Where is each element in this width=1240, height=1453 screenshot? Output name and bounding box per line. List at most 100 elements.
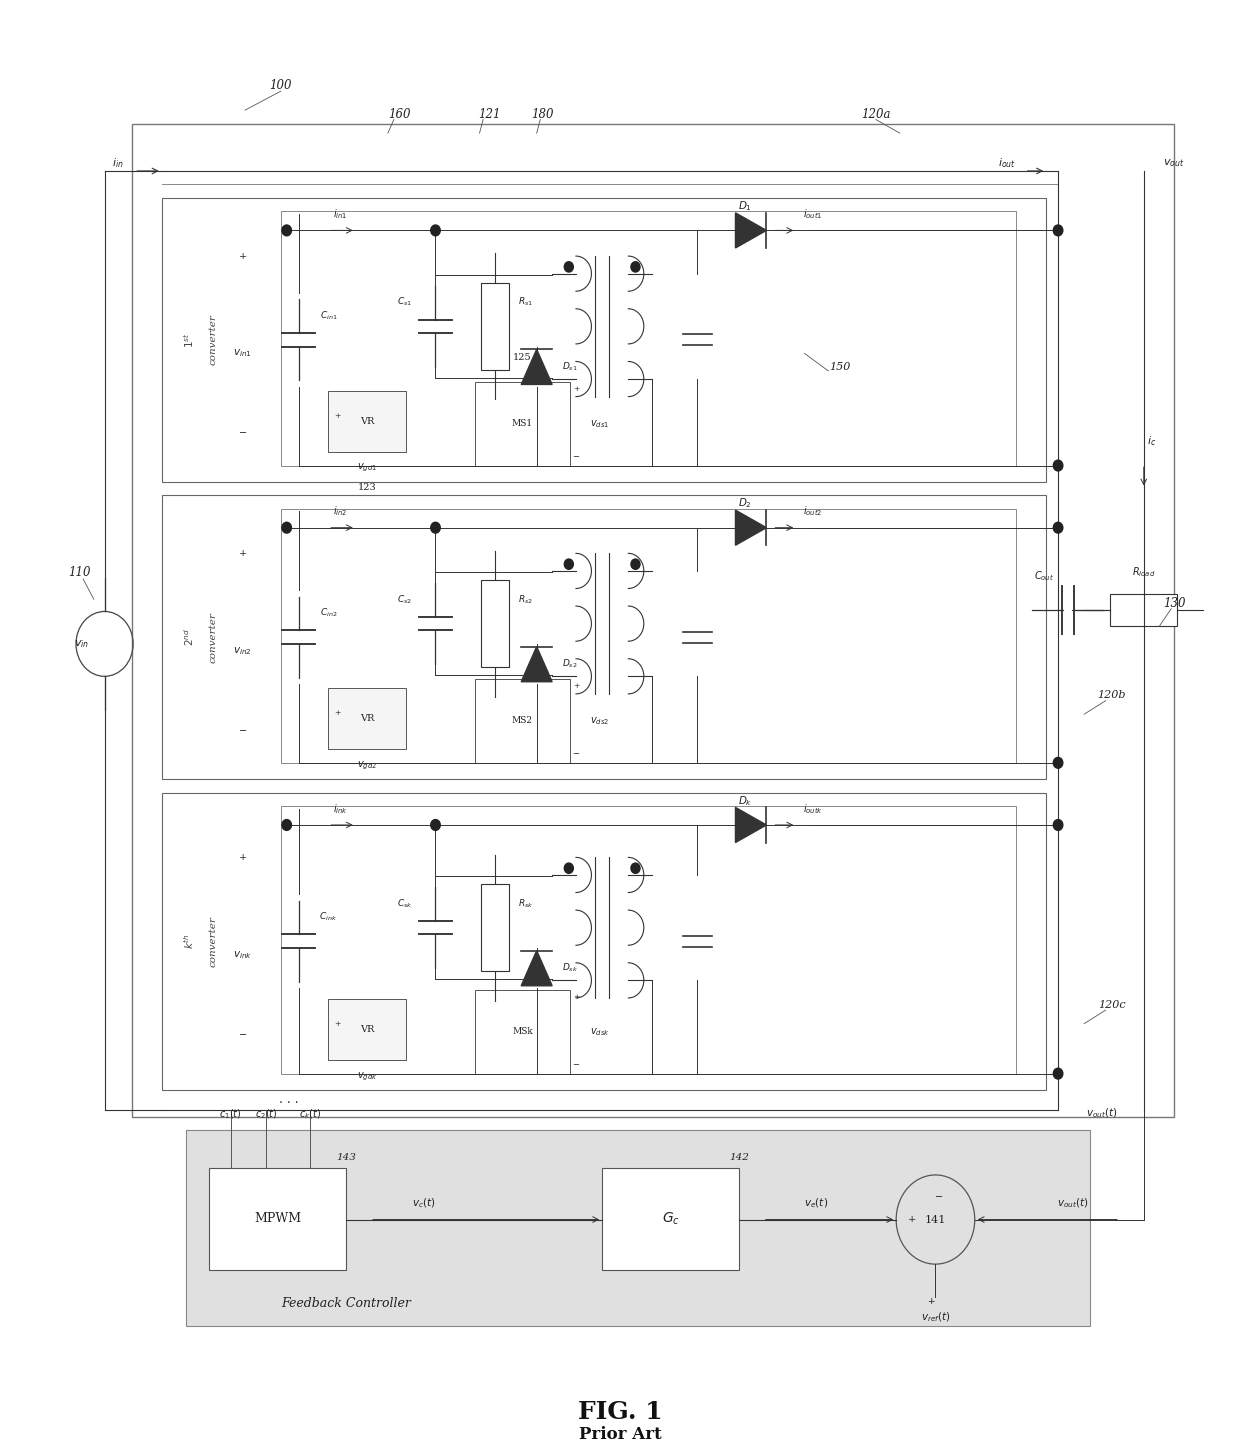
Text: $v_{in1}$: $v_{in1}$ (233, 347, 252, 359)
Circle shape (1053, 1068, 1063, 1080)
Bar (475, 989, 570, 1074)
Text: VR: VR (360, 715, 374, 724)
Text: +: + (908, 1215, 916, 1223)
Text: $i_{out}$: $i_{out}$ (998, 155, 1016, 170)
Text: converter: converter (208, 612, 217, 663)
Circle shape (430, 522, 440, 533)
Text: 120a: 120a (862, 108, 890, 121)
Bar (481, 283, 510, 369)
Polygon shape (735, 808, 766, 843)
Text: $G_c$: $G_c$ (662, 1210, 680, 1228)
Bar (131, 124, 1173, 1117)
Text: $C_{sk}$: $C_{sk}$ (397, 897, 412, 910)
Circle shape (564, 262, 573, 272)
Bar (1111, 594, 1177, 626)
Text: $C_{ink}$: $C_{ink}$ (320, 911, 337, 923)
Bar (481, 885, 510, 971)
Text: VR: VR (360, 417, 374, 426)
Text: $v_e(t)$: $v_e(t)$ (805, 1196, 828, 1210)
Text: VR: VR (360, 1026, 374, 1035)
Polygon shape (735, 212, 766, 248)
Text: Prior Art: Prior Art (579, 1425, 661, 1443)
Text: $i_{out1}$: $i_{out1}$ (804, 208, 822, 221)
Text: MS2: MS2 (512, 716, 533, 725)
Text: +: + (335, 709, 341, 716)
Text: MPWM: MPWM (254, 1212, 301, 1225)
Text: +: + (335, 1020, 341, 1027)
Text: +: + (238, 853, 247, 862)
Text: +: + (335, 411, 341, 420)
Text: $v_{out}(t)$: $v_{out}(t)$ (1056, 1196, 1089, 1210)
Circle shape (281, 522, 291, 533)
Circle shape (1053, 461, 1063, 471)
Text: $D_{sk}$: $D_{sk}$ (562, 962, 578, 975)
Text: 120b: 120b (1097, 690, 1126, 700)
Bar (161, 792, 1047, 1090)
Text: $v_{out}(t)$: $v_{out}(t)$ (1086, 1106, 1118, 1120)
Text: $c_2(t)$: $c_2(t)$ (255, 1107, 278, 1120)
Bar (280, 509, 1017, 763)
Text: $i_{out2}$: $i_{out2}$ (804, 504, 822, 519)
Text: $i_{outk}$: $i_{outk}$ (802, 802, 823, 815)
Bar (329, 391, 405, 452)
Circle shape (1053, 522, 1063, 533)
Text: 121: 121 (477, 108, 500, 121)
Text: $v_{ink}$: $v_{ink}$ (233, 949, 252, 960)
Text: $v_c(t)$: $v_c(t)$ (412, 1196, 435, 1210)
Circle shape (1053, 757, 1063, 769)
Text: $-$: $-$ (238, 1029, 247, 1037)
Text: 150: 150 (830, 362, 851, 372)
Text: $v_{in}$: $v_{in}$ (74, 638, 89, 649)
Text: 125: 125 (513, 353, 532, 362)
Text: 100: 100 (269, 80, 291, 93)
Text: $v_{dsk}$: $v_{dsk}$ (590, 1026, 610, 1037)
Text: $i_{in}$: $i_{in}$ (112, 155, 124, 170)
Circle shape (430, 819, 440, 830)
Circle shape (1053, 225, 1063, 235)
Text: +: + (573, 681, 579, 690)
Text: FIG. 1: FIG. 1 (578, 1401, 662, 1424)
Circle shape (281, 819, 291, 830)
Circle shape (1053, 819, 1063, 830)
Circle shape (281, 225, 291, 235)
Text: $D_{s2}$: $D_{s2}$ (562, 658, 578, 670)
Text: $i_c$: $i_c$ (1147, 434, 1157, 448)
Circle shape (564, 559, 573, 570)
Bar (161, 495, 1047, 779)
Text: $i_{ink}$: $i_{ink}$ (332, 802, 347, 815)
Circle shape (631, 559, 640, 570)
Text: 120c: 120c (1097, 1000, 1126, 1010)
Text: $v_{ds2}$: $v_{ds2}$ (590, 715, 609, 726)
Text: $c_k(t)$: $c_k(t)$ (299, 1107, 321, 1120)
Bar (210, 1168, 346, 1270)
Text: $D_1$: $D_1$ (738, 199, 751, 214)
Text: 141: 141 (925, 1215, 946, 1225)
Text: $2^{nd}$: $2^{nd}$ (182, 628, 196, 647)
Text: $-$: $-$ (572, 748, 580, 756)
Text: $v_{gd2}$: $v_{gd2}$ (357, 760, 377, 772)
Polygon shape (735, 510, 766, 545)
Bar (280, 806, 1017, 1074)
Text: $c_1(t)$: $c_1(t)$ (219, 1107, 242, 1120)
Text: 130: 130 (1163, 597, 1185, 610)
Text: $R_{s2}$: $R_{s2}$ (518, 593, 533, 606)
Bar (186, 1130, 1090, 1327)
Polygon shape (521, 349, 552, 385)
Text: $R_{sk}$: $R_{sk}$ (518, 897, 533, 910)
Text: · · ·: · · · (279, 1097, 299, 1110)
Text: $C_{s1}$: $C_{s1}$ (397, 296, 412, 308)
Text: +: + (238, 549, 247, 558)
Bar (475, 679, 570, 763)
Text: +: + (573, 992, 579, 1001)
Text: $D_2$: $D_2$ (738, 497, 751, 510)
Text: +: + (928, 1298, 935, 1306)
Bar (329, 1000, 405, 1061)
Text: $C_{out}$: $C_{out}$ (1034, 570, 1054, 583)
Bar (161, 198, 1047, 482)
Text: converter: converter (208, 915, 217, 966)
Bar (475, 382, 570, 465)
Text: $-$: $-$ (935, 1190, 944, 1200)
Bar (603, 1168, 739, 1270)
Text: $C_{in1}$: $C_{in1}$ (320, 309, 337, 321)
Text: $v_{in2}$: $v_{in2}$ (233, 645, 252, 657)
